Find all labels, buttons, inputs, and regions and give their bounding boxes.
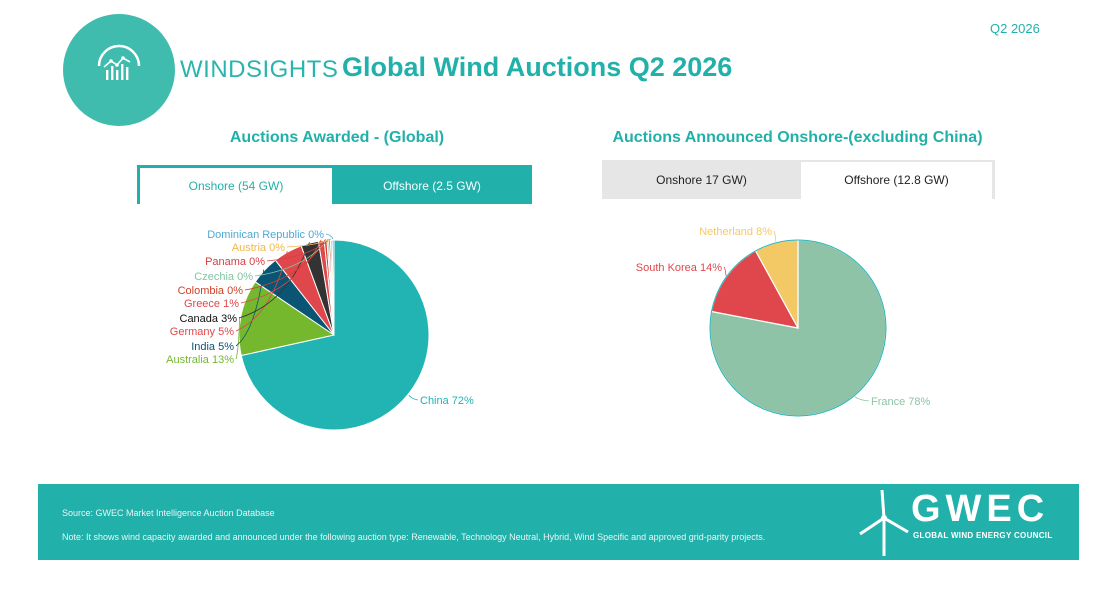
leader-line bbox=[773, 230, 777, 242]
leader-line bbox=[238, 242, 310, 319]
footer-banner: Source: GWEC Market Intelligence Auction… bbox=[38, 484, 1079, 560]
slice-label: South Korea 14% bbox=[636, 262, 722, 274]
right-tab-bar: Onshore 17 GW) Offshore (12.8 GW) bbox=[602, 160, 995, 199]
right-chart-title: Auctions Announced Onshore-(excluding Ch… bbox=[612, 129, 983, 146]
slice-label: Greece 1% bbox=[184, 298, 239, 310]
period-label: Q2 2026 bbox=[990, 21, 1040, 36]
tab-onshore-awarded[interactable]: Onshore (54 GW) bbox=[140, 168, 332, 204]
slice-label: Germany 5% bbox=[170, 326, 234, 338]
gwec-wordmark: GWEC bbox=[911, 488, 1050, 530]
leader-line bbox=[254, 238, 329, 277]
slice-label: Canada 3% bbox=[180, 313, 238, 325]
tab-offshore-announced[interactable]: Offshore (12.8 GW) bbox=[801, 162, 992, 199]
slice-label: Colombia 0% bbox=[178, 285, 244, 297]
leader-line bbox=[408, 394, 419, 401]
slice-label: Austria 0% bbox=[232, 242, 285, 254]
windsights-logo bbox=[63, 14, 175, 126]
pie-outline bbox=[709, 239, 887, 417]
slice-label: Australia 13% bbox=[166, 354, 234, 366]
leader-line bbox=[266, 238, 330, 262]
methodology-note: Note: It shows wind capacity awarded and… bbox=[62, 532, 766, 542]
tab-onshore-announced[interactable]: Onshore 17 GW) bbox=[656, 173, 747, 187]
wind-turbine-icon bbox=[859, 489, 909, 556]
leader-line bbox=[235, 251, 288, 332]
leader-line bbox=[286, 238, 332, 248]
left-tab-bar: Onshore (54 GW) Offshore (2.5 GW) bbox=[137, 165, 532, 204]
pie-slice-china[interactable] bbox=[240, 239, 430, 431]
source-note: Source: GWEC Market Intelligence Auction… bbox=[62, 508, 275, 518]
gwec-tagline: GLOBAL WIND ENERGY COUNCIL bbox=[913, 531, 1053, 540]
slice-label: Netherland 8% bbox=[699, 226, 772, 238]
tab-offshore-awarded[interactable]: Offshore (2.5 GW) bbox=[383, 179, 481, 193]
leader-line bbox=[723, 266, 727, 276]
pie-slice-dominican-republic[interactable] bbox=[331, 239, 335, 336]
page-title: Global Wind Auctions Q2 2026 bbox=[342, 52, 733, 82]
brand-name: WINDSIGHTS bbox=[180, 56, 339, 83]
slice-label: India 5% bbox=[191, 341, 234, 353]
leader-line bbox=[325, 233, 334, 240]
slice-label: France 78% bbox=[871, 396, 931, 408]
leader-line bbox=[240, 239, 322, 304]
slice-label: Czechia 0% bbox=[194, 271, 253, 283]
announced-pie-chart: France 78% South Korea 14% Netherland 8% bbox=[636, 226, 931, 417]
slice-label: China 72% bbox=[420, 395, 474, 407]
leader-line bbox=[235, 269, 265, 347]
awarded-pie-chart: China 72% Australia 13%India 5% Germany 5%… bbox=[166, 229, 474, 431]
analytics-icon bbox=[97, 44, 141, 80]
left-chart-title: Auctions Awarded - (Global) bbox=[229, 129, 445, 146]
slice-label: Panama 0% bbox=[205, 256, 265, 268]
leader-line bbox=[854, 396, 870, 402]
slice-label: Dominican Republic 0% bbox=[207, 229, 324, 241]
